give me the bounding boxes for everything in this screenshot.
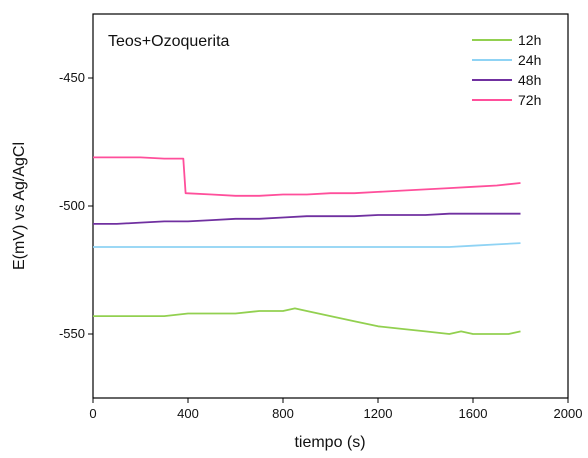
series-line-72h	[93, 156, 521, 197]
x-tick-label: 0	[89, 406, 96, 421]
legend-label-72h: 72h	[518, 92, 541, 108]
chart-annotation: Teos+Ozoquerita	[108, 33, 230, 50]
plot-frame	[92, 13, 569, 399]
y-tick-label: -550	[59, 326, 85, 341]
x-axis-title: tiempo (s)	[294, 434, 365, 451]
ticks-layer: 0 400 800 1200 1600 2000 -450 -500 -550	[59, 70, 582, 421]
x-tick-label: 1600	[459, 406, 488, 421]
legend-label-24h: 24h	[518, 52, 541, 68]
y-tick-label: -450	[59, 70, 85, 85]
x-tick-label: 2000	[554, 406, 583, 421]
legend-label-12h: 12h	[518, 32, 541, 48]
series-line-48h	[93, 212, 521, 225]
x-tick-label: 800	[272, 406, 294, 421]
series-line-24h	[93, 242, 521, 248]
y-axis-title: E(mV) vs Ag/AgCl	[11, 142, 28, 270]
legend-label-48h: 48h	[518, 72, 541, 88]
series-layer	[93, 156, 521, 335]
x-tick-label: 400	[177, 406, 199, 421]
y-tick-label: -500	[59, 198, 85, 213]
x-tick-label: 1200	[364, 406, 393, 421]
legend: 12h 24h 48h 72h	[472, 32, 541, 108]
series-line-12h	[93, 307, 521, 335]
